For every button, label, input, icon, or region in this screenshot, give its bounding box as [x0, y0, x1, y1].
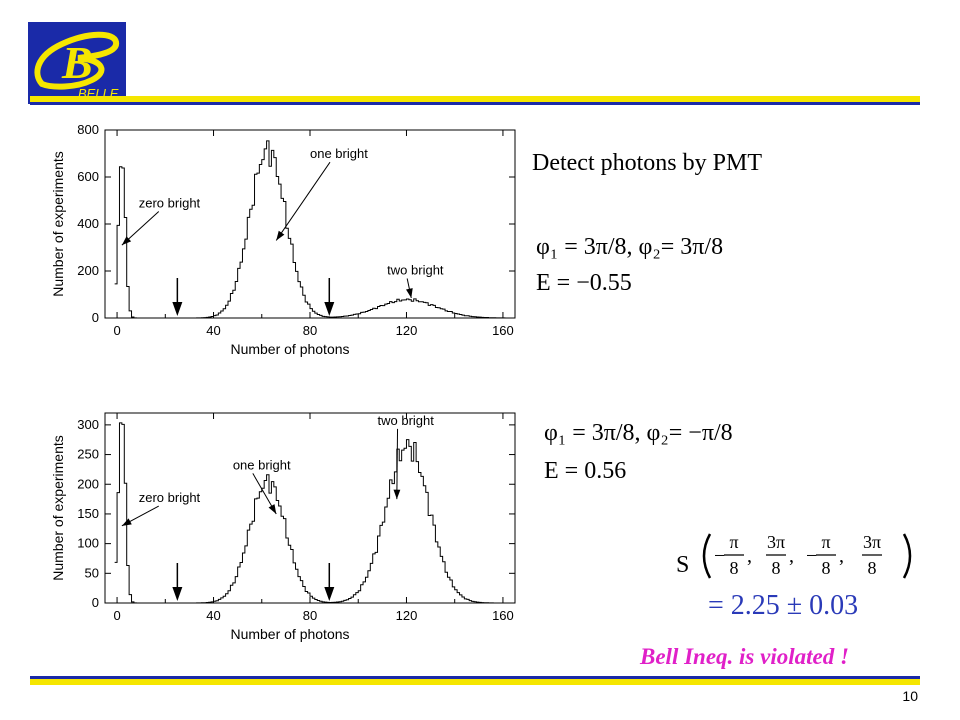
threshold-arrow-head	[172, 302, 183, 316]
minus-sign: −	[714, 545, 725, 567]
peak-label: zero bright	[139, 196, 201, 211]
peak-label: one bright	[310, 146, 368, 161]
threshold-arrow-head	[324, 587, 335, 601]
x-tick-label: 80	[303, 323, 317, 338]
s-expression: S − π 8, 3π 8, − π 8, 3π 8	[676, 526, 926, 591]
peak-label: two bright	[378, 413, 435, 428]
logo-swoosh	[34, 31, 119, 90]
x-tick-label: 160	[492, 323, 514, 338]
numerator: π	[821, 532, 830, 552]
denominator: 8	[730, 558, 739, 578]
y-tick-label: 50	[85, 565, 99, 580]
y-tick-label: 600	[77, 169, 99, 184]
histogram-top: 0 40 80 120 160 0 200 400 600 800 Number of photon…	[50, 122, 516, 357]
x-axis-label: Number of photons	[230, 626, 349, 642]
belle-logo: B BELLE	[28, 22, 126, 104]
y-tick-label: 0	[92, 595, 99, 610]
s-argument: 3π8	[862, 532, 882, 578]
y-tick-label: 200	[77, 476, 99, 491]
plot-frame	[104, 412, 516, 604]
peak-arrow-head	[268, 504, 277, 514]
s-argument: −π 8,	[714, 532, 752, 578]
peak-arrow-head	[276, 230, 285, 241]
comma: ,	[789, 545, 794, 567]
y-axis-label: Number of experiments	[50, 435, 66, 581]
y-axis-label: Number of experiments	[50, 151, 66, 297]
setting2-correlation: E = 0.56	[544, 458, 627, 484]
y-tick-label: 150	[77, 506, 99, 521]
peak-arrow-shaft	[275, 161, 331, 241]
y-tick-label: 400	[77, 216, 99, 231]
histogram-line	[114, 422, 506, 604]
denominator: 8	[868, 558, 877, 578]
y-tick-label: 800	[77, 122, 99, 137]
comma: ,	[839, 545, 844, 567]
threshold-arrow-head	[324, 302, 335, 316]
belle-logo-graphic: B BELLE	[34, 31, 119, 101]
y-tick-label: 100	[77, 536, 99, 551]
numerator: π	[729, 532, 738, 552]
x-tick-label: 80	[303, 608, 317, 623]
page-number: 10	[902, 688, 918, 704]
s-argument: −π 8,	[806, 532, 844, 578]
left-paren	[702, 533, 712, 579]
logo-letter: B	[61, 37, 93, 88]
setting1-correlation: E = −0.55	[536, 270, 632, 296]
conclusion-text: Bell Ineq. is violated !	[640, 644, 849, 669]
top-rule	[30, 96, 920, 105]
x-tick-label: 40	[206, 608, 220, 623]
x-tick-label: 160	[492, 608, 514, 623]
peak-arrow-head	[121, 518, 132, 526]
numerator: 3π	[767, 532, 785, 552]
y-tick-label: 200	[77, 263, 99, 278]
threshold-arrow-head	[172, 587, 183, 601]
comma: ,	[747, 545, 752, 567]
peak-label: one bright	[233, 457, 291, 472]
y-tick-label: 300	[77, 417, 99, 432]
setting2-phases: φ₁ = 3π/8, φ₂= −π/8	[544, 420, 733, 446]
s-argument: 3π 8,	[766, 532, 794, 578]
x-tick-label: 0	[113, 608, 120, 623]
bottom-rule	[30, 676, 920, 685]
x-tick-label: 120	[396, 323, 418, 338]
setting1-phases: φ₁ = 3π/8, φ₂= 3π/8	[536, 234, 724, 260]
s-arguments: −π8,3π8, −π8,3π8	[714, 532, 882, 578]
right-paren	[902, 533, 912, 579]
peak-arrow-head	[121, 236, 132, 246]
peak-arrow-head	[393, 489, 401, 500]
numerator: 3π	[863, 532, 881, 552]
x-tick-label: 40	[206, 323, 220, 338]
y-tick-label: 250	[77, 447, 99, 462]
slide-heading: Detect photons by PMT	[532, 150, 762, 176]
x-tick-label: 0	[113, 323, 120, 338]
histogram-bottom: 0 40 80 120 160 0 50 100 150 200 250 300 Number of p…	[50, 412, 516, 642]
peak-arrow-shaft	[396, 428, 399, 500]
x-tick-label: 120	[396, 608, 418, 623]
minus-sign: −	[806, 545, 817, 567]
denominator: 8	[822, 558, 831, 578]
histogram-line	[114, 140, 506, 319]
s-formula: S −π8,3π8, −π8,3π8	[676, 532, 912, 579]
denominator: 8	[772, 558, 781, 578]
peak-arrow-head	[405, 288, 413, 299]
s-symbol: S	[676, 552, 689, 578]
peak-label: zero bright	[139, 490, 201, 505]
x-axis-label: Number of photons	[230, 341, 349, 357]
s-result: = 2.25 ± 0.03	[708, 590, 859, 621]
y-tick-label: 0	[92, 310, 99, 325]
peak-label: two bright	[387, 263, 444, 278]
